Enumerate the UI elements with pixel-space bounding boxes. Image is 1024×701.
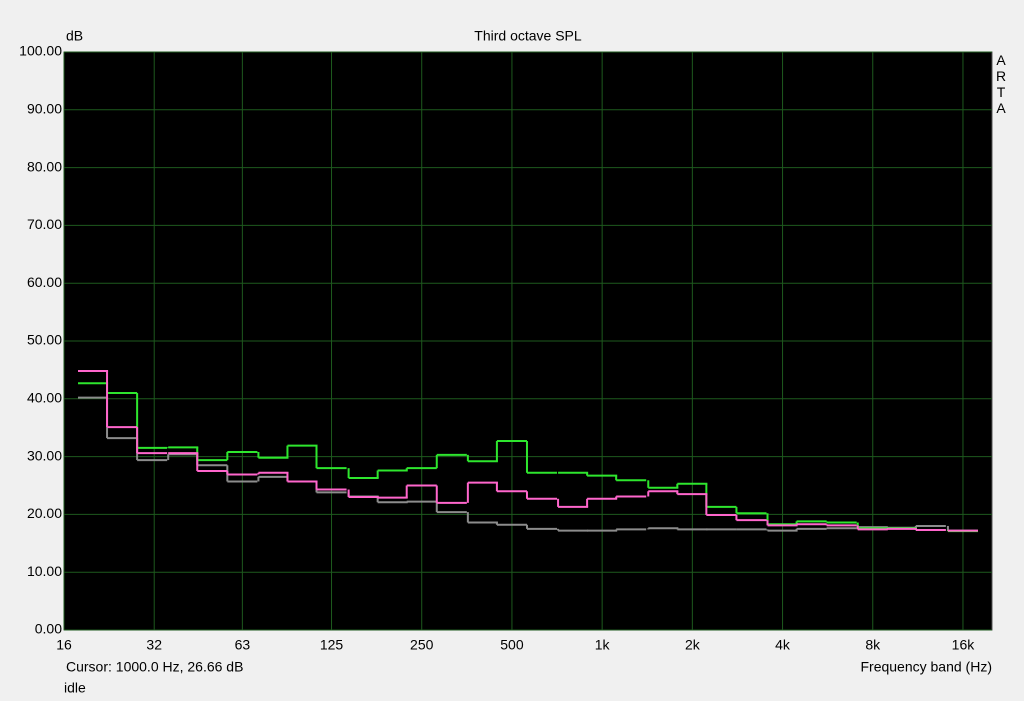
y-tick-label: 90.00: [27, 101, 62, 117]
cursor-readout: Cursor: 1000.0 Hz, 26.66 dB: [66, 659, 243, 675]
x-tick-label: 63: [235, 637, 251, 653]
x-tick-label: 250: [410, 637, 434, 653]
y-tick-label: 80.00: [27, 158, 62, 174]
y-axis-label: dB: [66, 28, 83, 44]
x-tick-label: 8k: [865, 637, 881, 653]
y-tick-label: 50.00: [27, 332, 62, 348]
y-tick-label: 0.00: [35, 621, 62, 637]
status: idle: [64, 680, 86, 696]
x-tick-label: 500: [500, 637, 524, 653]
x-tick-label: 2k: [685, 637, 701, 653]
y-tick-label: 40.00: [27, 390, 62, 406]
y-tick-label: 70.00: [27, 216, 62, 232]
x-axis-label: Frequency band (Hz): [860, 659, 992, 675]
brand: ARTA: [996, 52, 1007, 116]
x-tick-label: 16k: [952, 637, 976, 653]
x-tick-label: 4k: [775, 637, 791, 653]
y-tick-label: 30.00: [27, 447, 62, 463]
y-tick-label: 100.00: [19, 43, 62, 59]
y-tick-label: 20.00: [27, 505, 62, 521]
x-tick-label: 1k: [595, 637, 611, 653]
x-tick-label: 32: [146, 637, 162, 653]
y-tick-label: 10.00: [27, 563, 62, 579]
x-tick-label: 125: [320, 637, 344, 653]
x-tick-label: 16: [56, 637, 72, 653]
chart-title: Third octave SPL: [474, 28, 582, 44]
y-tick-label: 60.00: [27, 274, 62, 290]
